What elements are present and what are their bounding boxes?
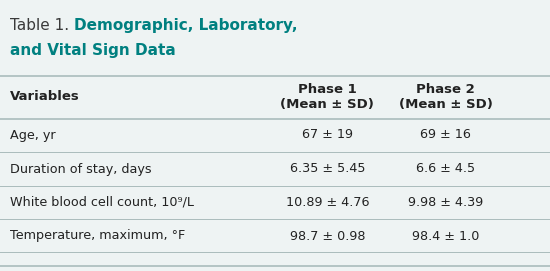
Text: Variables: Variables	[10, 91, 80, 104]
Text: White blood cell count, 10⁹/L: White blood cell count, 10⁹/L	[10, 195, 194, 208]
Text: 98.4 ± 1.0: 98.4 ± 1.0	[412, 230, 479, 243]
Text: 69 ± 16: 69 ± 16	[420, 128, 471, 141]
Text: 67 ± 19: 67 ± 19	[302, 128, 353, 141]
Text: 9.98 ± 4.39: 9.98 ± 4.39	[408, 195, 483, 208]
Text: 6.35 ± 5.45: 6.35 ± 5.45	[289, 163, 365, 176]
Text: Age, yr: Age, yr	[10, 128, 56, 141]
Text: Demographic, Laboratory,: Demographic, Laboratory,	[74, 18, 298, 33]
Text: Duration of stay, days: Duration of stay, days	[10, 163, 152, 176]
Text: 6.6 ± 4.5: 6.6 ± 4.5	[416, 163, 475, 176]
Text: and Vital Sign Data: and Vital Sign Data	[10, 43, 175, 58]
Text: Table 1.: Table 1.	[10, 18, 74, 33]
Text: 98.7 ± 0.98: 98.7 ± 0.98	[289, 230, 365, 243]
Text: Phase 1
(Mean ± SD): Phase 1 (Mean ± SD)	[280, 83, 374, 111]
Text: Phase 2
(Mean ± SD): Phase 2 (Mean ± SD)	[399, 83, 492, 111]
Text: 10.89 ± 4.76: 10.89 ± 4.76	[285, 195, 369, 208]
Text: Temperature, maximum, °F: Temperature, maximum, °F	[10, 230, 185, 243]
